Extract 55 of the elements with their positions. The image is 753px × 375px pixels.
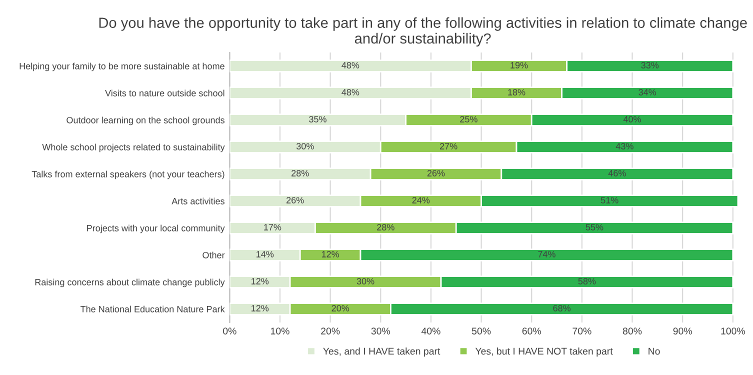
data-label: 30% [296, 143, 314, 150]
x-tick-label: 50% [472, 328, 491, 334]
data-label: 26% [427, 170, 445, 176]
y-tick-label: The National Education Nature Park [80, 306, 225, 312]
data-label: 18% [508, 89, 526, 96]
data-label: 26% [286, 197, 304, 204]
x-tick-label: 20% [321, 328, 340, 334]
data-label: 28% [292, 170, 309, 176]
data-label: 14% [256, 251, 274, 258]
data-label: 30% [356, 278, 374, 284]
x-tick-label: 100% [721, 328, 745, 334]
data-label: 12% [322, 251, 340, 258]
data-label: 35% [309, 116, 326, 122]
data-label: 43% [616, 143, 634, 150]
data-label: 28% [377, 224, 394, 230]
data-label: 48% [342, 89, 360, 96]
data-label: 40% [623, 116, 641, 122]
x-tick-label: 70% [572, 328, 592, 334]
data-label: 17% [264, 224, 282, 230]
x-tick-label: 90% [673, 328, 692, 334]
x-tick-label: 10% [271, 328, 290, 334]
legend-label: Yes, and I HAVE taken part [323, 348, 440, 357]
data-label: 68% [553, 305, 571, 312]
data-label: 24% [412, 197, 430, 204]
y-tick-label: Arts activities [172, 198, 224, 204]
data-label: 12% [252, 305, 269, 312]
x-tick-label: 40% [421, 328, 440, 334]
data-label: 51% [600, 197, 618, 204]
x-tick-label: 30% [371, 328, 390, 334]
data-label: 12% [252, 278, 269, 284]
data-label: 58% [578, 278, 596, 284]
legend-label: Yes, but I HAVE NOT taken part [475, 348, 613, 357]
y-tick-label: Whole school projects related to sustainability [42, 144, 225, 152]
x-tick-label: 80% [622, 328, 642, 334]
data-label: 27% [440, 143, 458, 150]
y-tick-label: Projects with your local community [87, 224, 225, 234]
y-tick-label: Helping your family to be more sustainable at home [20, 62, 224, 72]
data-label: 46% [608, 170, 626, 176]
data-label: 20% [332, 305, 350, 312]
y-tick-label: Talks from external speakers (not your teachers) [32, 170, 224, 180]
y-tick-label: Other [202, 252, 225, 258]
legend-label: No [648, 348, 660, 355]
data-label: 19% [510, 62, 528, 68]
data-label: 55% [586, 224, 604, 230]
chart-title: Do you have the opportunity to take part in any of the following activities in relation to climate change and/or sustainability? [99, 17, 747, 47]
data-label: 48% [342, 62, 360, 68]
x-tick-label: 0% [223, 328, 236, 334]
y-tick-label: Visits to nature outside school [105, 90, 224, 96]
data-label: 34% [638, 89, 656, 96]
data-label: 33% [641, 62, 659, 68]
y-tick-label: Outdoor learning on the school grounds [66, 116, 224, 126]
y-tick-label: Raising concerns about climate change publicly [35, 278, 225, 288]
data-label: 25% [460, 116, 478, 122]
data-label: 74% [538, 251, 556, 258]
x-tick-label: 60% [522, 328, 541, 334]
